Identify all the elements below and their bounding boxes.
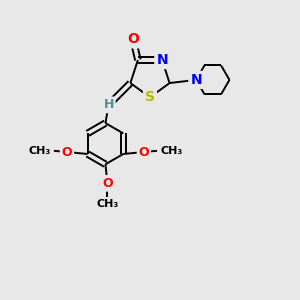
Text: O: O (139, 146, 149, 158)
Text: CH₃: CH₃ (160, 146, 182, 156)
Text: H: H (103, 98, 114, 111)
Text: N: N (190, 73, 202, 87)
Text: CH₃: CH₃ (28, 146, 51, 156)
Text: N: N (156, 53, 168, 67)
Text: CH₃: CH₃ (96, 199, 118, 209)
Text: O: O (102, 177, 113, 190)
Text: S: S (145, 90, 155, 104)
Text: O: O (62, 146, 72, 158)
Text: O: O (127, 32, 139, 46)
